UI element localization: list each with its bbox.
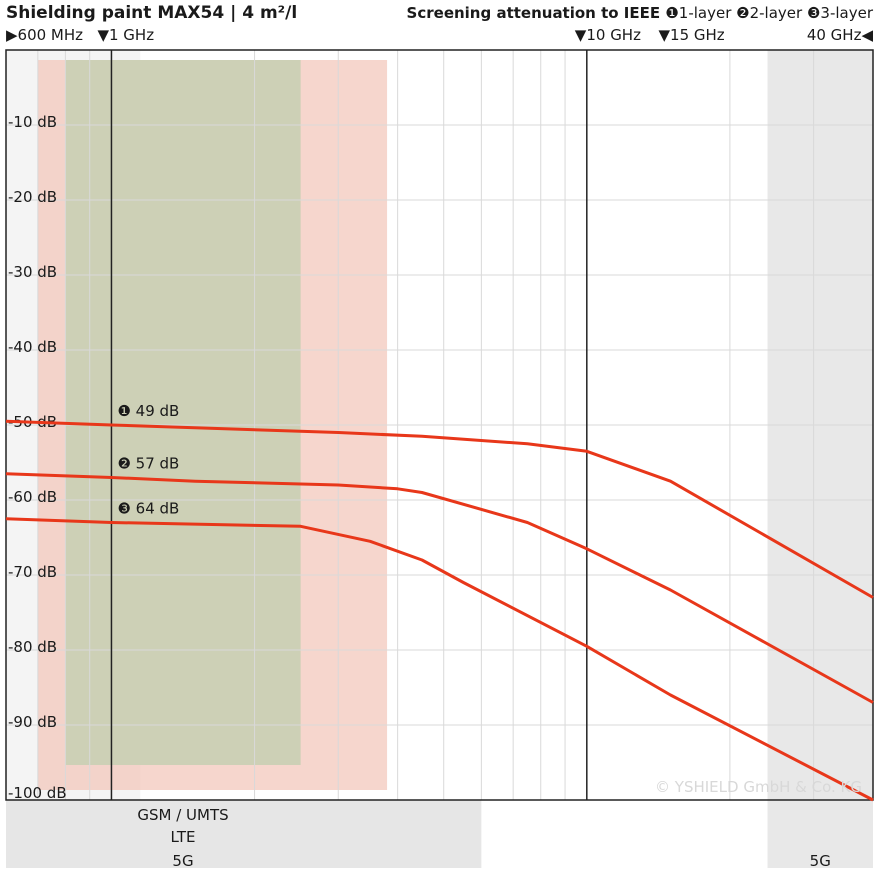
band-label-gsm-umts: GSM / UMTS xyxy=(137,806,228,824)
band-5g-right xyxy=(767,50,873,868)
band-labels: GSM / UMTS LTE 5G 5G xyxy=(137,806,831,870)
y-tick-label: -30 dB xyxy=(8,263,57,281)
legend-entry-3: ❸3-layer xyxy=(807,4,874,22)
copyright-text: © YSHIELD GmbH & Co. KG xyxy=(655,778,862,796)
y-tick-labels: -10 dB-20 dB-30 dB-40 dB-50 dB-60 dB-70 … xyxy=(8,113,67,802)
chart-header: Shielding paint MAX54 | 4 m²/l Screening … xyxy=(6,3,874,23)
y-tick-label: -60 dB xyxy=(8,488,57,506)
freq-marker: ▼1 GHz xyxy=(97,26,154,44)
series-label-1-layer: ❶ 49 dB xyxy=(117,402,179,420)
chart-title: Shielding paint MAX54 | 4 m²/l xyxy=(6,3,297,23)
freq-marker: 40 GHz◀ xyxy=(807,26,874,44)
band-label-lte: LTE xyxy=(171,828,196,846)
legend-entry-1: ❶1-layer xyxy=(665,4,736,22)
series-labels: ❶ 49 dB ❷ 57 dB ❸ 64 dB xyxy=(117,402,179,518)
freq-marker: ▶600 MHz xyxy=(6,26,83,44)
frequency-bands xyxy=(6,50,873,868)
chart-subtitle-legend: Screening attenuation to IEEE ❶1-layer ❷… xyxy=(407,4,874,22)
y-tick-label: -70 dB xyxy=(8,563,57,581)
y-tick-label: -40 dB xyxy=(8,338,57,356)
frequency-markers: ▶600 MHz ▼1 GHz ▼10 GHz ▼15 GHz 40 GHz◀ xyxy=(6,26,873,44)
plot-frame xyxy=(5,49,874,801)
y-tick-label: -20 dB xyxy=(8,188,57,206)
y-tick-label: -10 dB xyxy=(8,113,57,131)
curve-1-layer xyxy=(5,419,874,599)
band-5g-left-foot xyxy=(6,800,482,868)
y-tick-label: -90 dB xyxy=(8,713,57,731)
curve-3-layer xyxy=(5,517,874,802)
series-label-2-layer: ❷ 57 dB xyxy=(117,455,179,473)
freq-marker: ▼10 GHz xyxy=(575,26,641,44)
y-tick-label: -100 dB xyxy=(8,784,67,802)
attenuation-curves xyxy=(5,419,874,802)
series-label-3-layer: ❸ 64 dB xyxy=(117,500,179,518)
legend-entry-2: ❷2-layer xyxy=(736,4,807,22)
band-gsm-umts xyxy=(65,60,301,765)
y-tick-label: -80 dB xyxy=(8,638,57,656)
band-label-5g-right: 5G xyxy=(810,852,831,870)
band-label-5g-left: 5G xyxy=(172,852,193,870)
curve-2-layer xyxy=(5,472,874,704)
chart-subtitle: Screening attenuation to IEEE xyxy=(407,4,666,22)
freq-marker: ▼15 GHz xyxy=(659,26,725,44)
